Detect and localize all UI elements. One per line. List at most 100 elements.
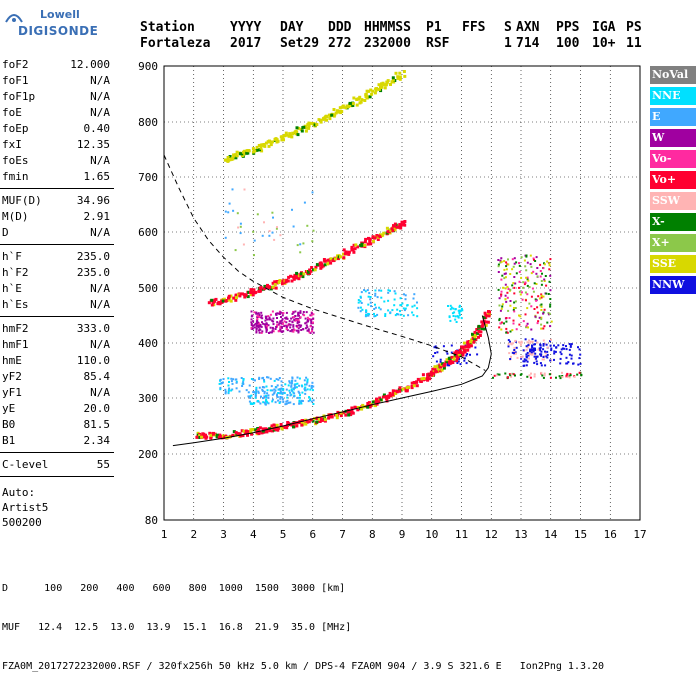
echo-point [279, 328, 282, 331]
echo-point [459, 310, 462, 313]
trace-point [477, 335, 480, 339]
echo-point [299, 316, 302, 319]
echo-point [260, 311, 263, 314]
echo-point [449, 308, 452, 311]
trace-point [436, 364, 440, 368]
trace-point [214, 297, 218, 301]
trace-point [241, 150, 245, 154]
trace-point [389, 83, 392, 86]
trace-point [402, 222, 406, 226]
echo-point [525, 348, 528, 351]
echo-point [543, 374, 546, 377]
trace-point [313, 268, 317, 272]
legend-item-ssw: SSW [650, 192, 696, 210]
trace-point [353, 247, 357, 251]
echo-point [289, 330, 292, 333]
echo-point [549, 298, 552, 300]
trace-point [480, 320, 484, 324]
trace-point [217, 300, 221, 304]
param-value: 20.0 [83, 402, 111, 415]
echo-point [539, 263, 542, 266]
echo-point [302, 311, 305, 313]
trace-point [471, 332, 474, 336]
echo-point [281, 388, 284, 391]
echo-point [546, 350, 549, 353]
echo-point [309, 388, 312, 391]
echo-point [531, 345, 534, 348]
echo-point [278, 388, 281, 391]
trace-point [220, 436, 224, 440]
echo-point [511, 268, 514, 271]
param-fof2: foF2 12.000 [2, 58, 110, 72]
echo-point [536, 275, 539, 278]
trace-point [235, 296, 238, 300]
echo-point [416, 315, 419, 318]
trace-point [246, 433, 249, 437]
trace-point [391, 389, 395, 393]
echo-point [505, 320, 508, 323]
echo-point [309, 318, 312, 321]
param-key: D [2, 226, 9, 239]
trace-point [398, 389, 402, 393]
echo-point [536, 322, 539, 325]
echo-point [369, 296, 372, 298]
echo-point [535, 283, 538, 285]
trace-point [262, 143, 266, 147]
echo-point [469, 353, 471, 356]
echo-point [276, 317, 278, 319]
echo-point [465, 354, 468, 357]
echo-point [279, 325, 282, 328]
echo-point [294, 310, 297, 313]
trace-point [315, 123, 319, 126]
echo-point [248, 400, 251, 403]
echo-point [452, 307, 455, 310]
trace-point [253, 428, 257, 432]
echo-point [288, 323, 291, 326]
param-value: 2.91 [83, 210, 111, 223]
echo-point [569, 374, 572, 377]
echo-point [548, 312, 551, 315]
echo-point [513, 286, 516, 289]
echo-point [297, 319, 300, 322]
echo-point [219, 386, 222, 389]
echo-point [304, 392, 307, 395]
trace-point [383, 395, 387, 399]
header-label-2: DAY [280, 20, 304, 35]
trace-point [232, 430, 236, 434]
echo-point [558, 375, 561, 378]
trace-point [235, 293, 238, 297]
echo-point [498, 304, 501, 307]
trace-point [293, 273, 297, 277]
echo-point [268, 230, 271, 232]
trace-point [462, 341, 466, 345]
echo-point [466, 353, 469, 355]
echo-point [256, 321, 259, 324]
trace-point [255, 145, 259, 149]
echo-point [239, 225, 242, 228]
trace-point [262, 287, 266, 291]
echo-point [565, 348, 568, 351]
echo-point [522, 364, 525, 367]
trace-point [242, 152, 246, 156]
echo-point [533, 348, 536, 351]
trace-point [391, 78, 395, 82]
echo-point [253, 391, 256, 394]
trace-point [249, 428, 253, 432]
echo-point [264, 326, 267, 329]
trace-point [251, 290, 255, 294]
echo-point [284, 317, 287, 320]
trace-point [323, 117, 326, 121]
echo-point [549, 373, 551, 376]
trace-point [421, 373, 425, 377]
echo-point [257, 312, 260, 315]
trace-point [323, 418, 327, 422]
trace-point [252, 288, 256, 292]
trace-point [232, 296, 236, 300]
trace-point [328, 117, 332, 121]
echo-point [528, 339, 531, 342]
echo-point [265, 325, 268, 328]
echo-point [511, 351, 514, 354]
param-hmf1: hmF1 N/A [2, 338, 110, 352]
echo-point [535, 299, 538, 302]
echo-point [505, 327, 508, 330]
